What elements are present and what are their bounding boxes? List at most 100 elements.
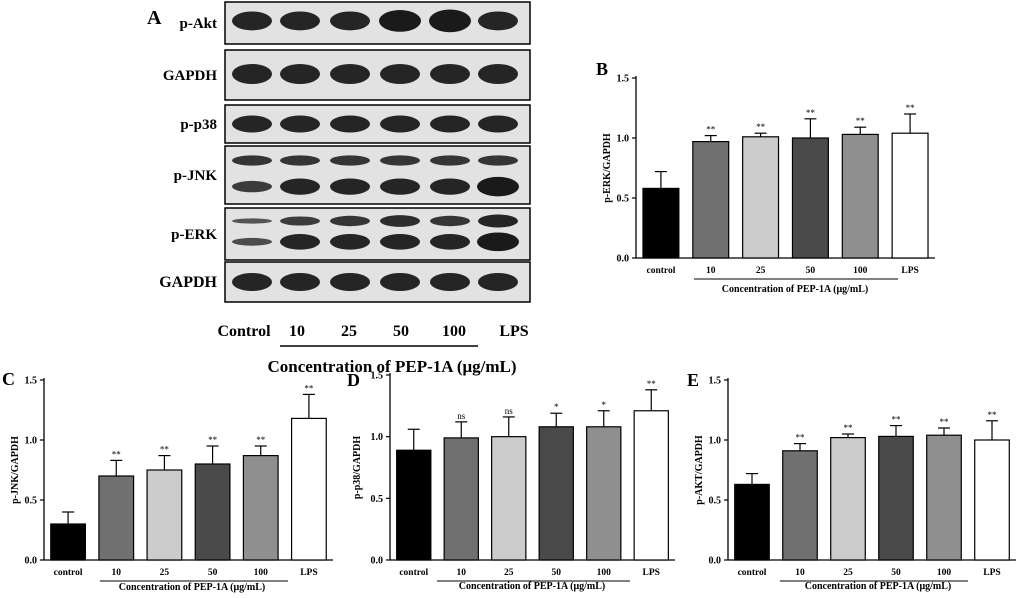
- bar: [692, 141, 730, 259]
- x-tick-label: control: [738, 568, 767, 578]
- x-tick-label: LPS: [983, 568, 1000, 578]
- chart-p-erk: B 0.0 0.5 1.0 1.5 p-ERK/GAPDH control ** 10 ** 25 *…: [596, 59, 935, 295]
- y-tick-label: 0.5: [617, 194, 630, 205]
- blot-band: [477, 232, 519, 252]
- bar: [538, 426, 574, 561]
- y-tick-label: 0.0: [25, 556, 38, 567]
- blot-band: [430, 155, 470, 166]
- blot-band: [430, 64, 470, 84]
- significance-label: **: [208, 435, 218, 445]
- blot-band: [478, 214, 518, 228]
- y-tick-label: 0.0: [617, 254, 630, 265]
- blot-band: [330, 155, 370, 166]
- y-tick-label: 0.5: [371, 494, 384, 505]
- blot-band: [330, 234, 370, 250]
- y-tick-label: 1.0: [617, 134, 630, 145]
- blot-lane-label: 100: [442, 323, 466, 340]
- blot-band: [330, 273, 370, 291]
- y-tick-label: 1.0: [709, 436, 722, 447]
- y-axis-label: p-p38/GAPDH: [352, 436, 363, 500]
- blot-band: [330, 178, 370, 195]
- panel-letter: C: [2, 369, 15, 389]
- bar: [891, 132, 929, 259]
- x-tick-label: 10: [457, 568, 467, 578]
- significance-label: **: [304, 383, 314, 393]
- y-tick-label: 1.0: [25, 436, 38, 447]
- y-tick-label: 1.0: [371, 432, 384, 443]
- y-tick-label: 0.0: [709, 556, 722, 567]
- blot-band: [478, 115, 518, 133]
- blot-row-label: p-JNK: [174, 168, 218, 184]
- x-tick-label: control: [54, 568, 83, 578]
- blot-band: [430, 178, 470, 195]
- x-axis-label: Concentration of PEP-1A (μg/mL): [119, 582, 265, 593]
- significance-label: ns: [505, 406, 514, 416]
- x-tick-label: LPS: [643, 568, 660, 578]
- significance-label: **: [256, 435, 266, 445]
- x-tick-label: 10: [112, 568, 122, 578]
- blot-band: [430, 215, 470, 227]
- bar: [791, 137, 829, 259]
- x-axis-label: Concentration of PEP-1A (μg/mL): [722, 284, 868, 295]
- blot-band: [478, 273, 518, 291]
- blot-band: [380, 234, 420, 250]
- blot-band: [380, 215, 420, 227]
- x-tick-label: 10: [706, 266, 716, 276]
- blot-band: [280, 178, 320, 195]
- blot-band: [232, 273, 272, 291]
- y-tick-label: 0.0: [371, 556, 384, 567]
- blot-band: [477, 176, 519, 197]
- blot-band: [232, 237, 272, 246]
- blot-band: [478, 155, 518, 166]
- blot-x-title: Concentration of PEP-1A (μg/mL): [267, 357, 516, 376]
- significance-label: **: [647, 379, 657, 389]
- blot-row-label: p-Akt: [179, 16, 217, 32]
- blot-row-label: p-ERK: [171, 227, 217, 243]
- blot-band: [330, 11, 370, 31]
- blot-band: [330, 215, 370, 227]
- bar: [443, 437, 479, 561]
- x-axis-label: Concentration of PEP-1A (μg/mL): [805, 581, 951, 592]
- x-tick-label: 25: [160, 568, 170, 578]
- blot-band: [429, 9, 471, 33]
- blot-band: [380, 178, 420, 195]
- y-tick-label: 0.5: [709, 496, 722, 507]
- y-tick-label: 0.5: [25, 496, 38, 507]
- blot-band: [280, 64, 320, 84]
- blot-band: [380, 64, 420, 84]
- x-tick-label: 50: [208, 568, 218, 578]
- bar: [782, 450, 818, 561]
- significance-label: **: [844, 423, 854, 433]
- x-tick-label: 100: [597, 568, 612, 578]
- x-tick-label: 100: [853, 266, 868, 276]
- blot-lane-label: 10: [289, 323, 305, 340]
- significance-label: **: [940, 417, 950, 427]
- x-tick-label: LPS: [901, 266, 918, 276]
- bar: [878, 435, 914, 561]
- blot-lane-label: Control: [217, 323, 271, 340]
- x-axis-label: Concentration of PEP-1A (μg/mL): [459, 581, 605, 592]
- blot-row-box: [224, 145, 531, 205]
- bar: [290, 417, 327, 561]
- bar: [146, 469, 183, 561]
- blot-band: [280, 11, 320, 31]
- significance-label: **: [892, 415, 902, 425]
- bar: [396, 449, 432, 561]
- blot-band: [232, 218, 272, 224]
- significance-label: **: [856, 116, 866, 126]
- y-axis-label: p-JNK/GAPDH: [10, 436, 21, 504]
- blot-band: [280, 216, 320, 226]
- significance-label: **: [706, 125, 716, 135]
- significance-label: **: [160, 445, 170, 455]
- blot-row-label: GAPDH: [159, 274, 217, 291]
- x-tick-label: 50: [806, 266, 816, 276]
- y-tick-label: 1.5: [371, 371, 384, 382]
- bar: [98, 475, 135, 561]
- y-axis-label: p-ERK/GAPDH: [602, 133, 613, 203]
- panel-letter: B: [596, 59, 608, 79]
- x-tick-label: 10: [795, 568, 805, 578]
- blot-band: [232, 11, 272, 31]
- x-tick-label: 50: [891, 568, 901, 578]
